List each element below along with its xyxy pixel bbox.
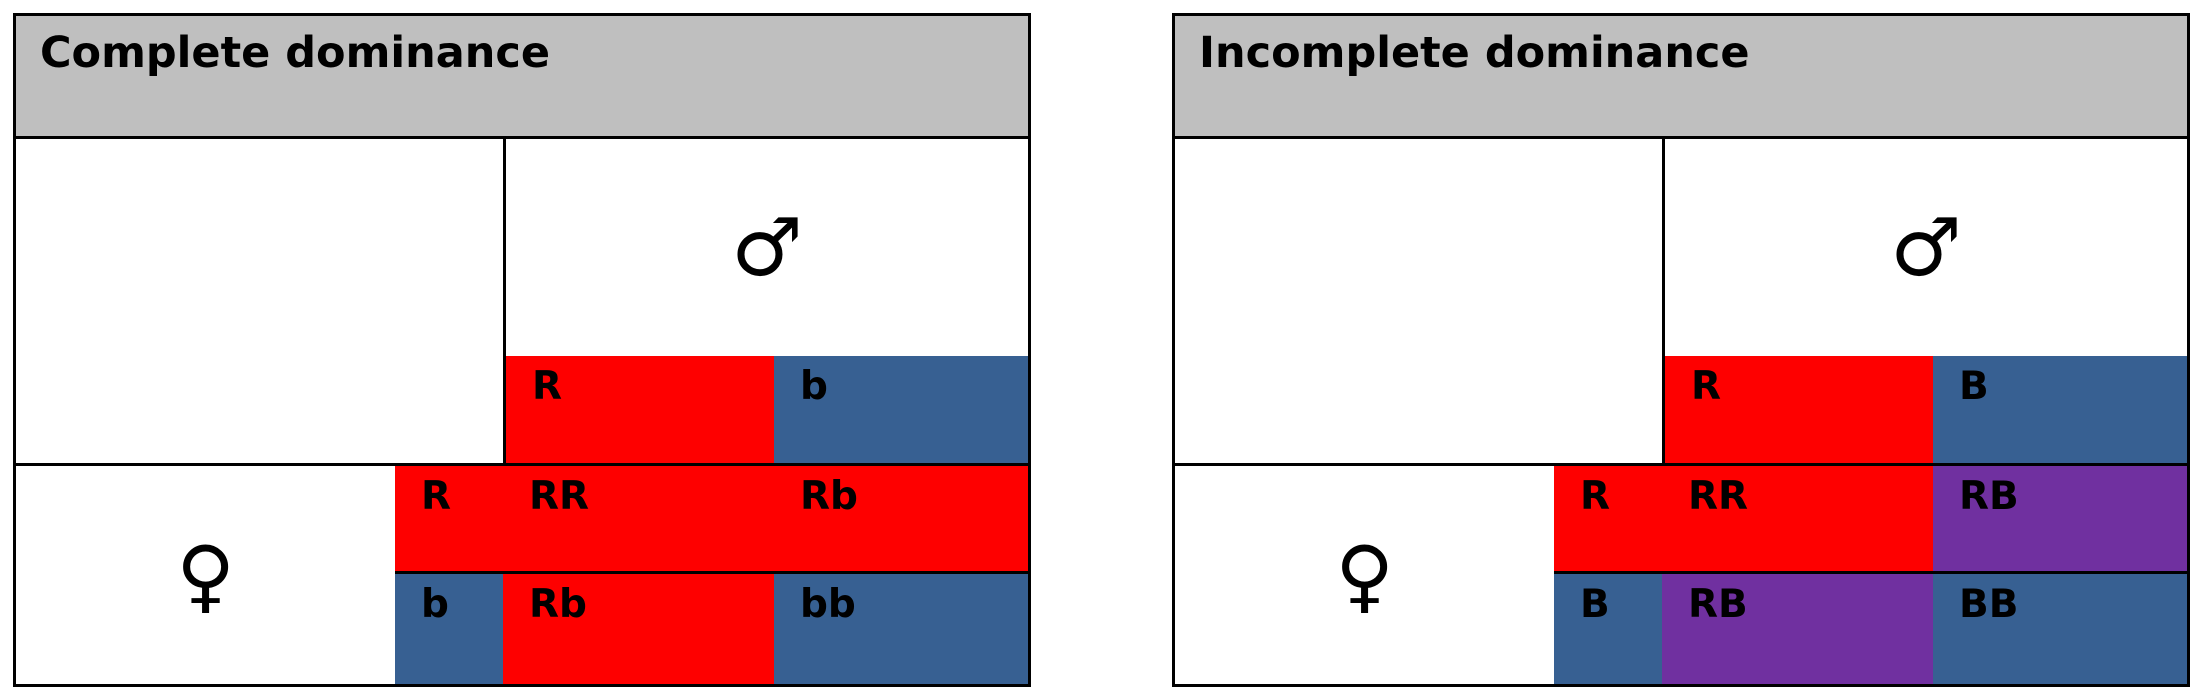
genotype-label: bb <box>800 582 856 627</box>
panel-title: Incomplete dominance <box>1199 28 1750 78</box>
female-allele-2: B <box>1554 571 1665 684</box>
punnett-square-incomplete-dominance: Incomplete dominance ♂ R B ♀ R B RR RB R… <box>1172 13 2190 687</box>
female-symbol: ♀ <box>1335 528 1394 622</box>
female-symbol-cell: ♀ <box>16 463 398 684</box>
allele-label: b <box>800 364 828 409</box>
genotype-label: RR <box>1688 474 1749 519</box>
male-allele-1: R <box>503 356 777 466</box>
offspring-cell: bb <box>774 571 1028 684</box>
offspring-cell: RB <box>1662 571 1936 684</box>
panel-title: Complete dominance <box>40 28 551 78</box>
empty-corner <box>1175 139 1663 466</box>
offspring-cell: BB <box>1933 571 2187 684</box>
allele-label: R <box>1580 474 1611 519</box>
genotype-label: BB <box>1959 582 2019 627</box>
offspring-cell: RR <box>1662 463 1936 574</box>
genotype-label: RB <box>1688 582 1748 627</box>
female-allele-1: R <box>395 463 506 574</box>
male-symbol: ♂ <box>731 201 803 294</box>
male-allele-2: B <box>1933 356 2187 466</box>
panel-header: Complete dominance <box>16 16 1028 139</box>
male-symbol: ♂ <box>1890 201 1962 294</box>
female-allele-1: R <box>1554 463 1665 574</box>
female-symbol-cell: ♀ <box>1175 463 1557 684</box>
male-symbol-cell: ♂ <box>503 139 1028 359</box>
punnett-square-complete-dominance: Complete dominance ♂ R b ♀ R b RR Rb Rb … <box>13 13 1031 687</box>
allele-label: b <box>421 582 449 627</box>
offspring-cell: Rb <box>503 571 777 684</box>
genotype-label: RR <box>529 474 590 519</box>
allele-label: B <box>1580 582 1610 627</box>
male-allele-2: b <box>774 356 1028 466</box>
offspring-cell: Rb <box>774 463 1028 574</box>
panel-header: Incomplete dominance <box>1175 16 2187 139</box>
allele-label: B <box>1959 364 1989 409</box>
female-allele-2: b <box>395 571 506 684</box>
allele-label: R <box>1691 364 1722 409</box>
male-symbol-cell: ♂ <box>1662 139 2187 359</box>
genotype-label: Rb <box>800 474 858 519</box>
female-symbol: ♀ <box>176 528 235 622</box>
allele-label: R <box>421 474 452 519</box>
empty-corner <box>16 139 504 466</box>
genotype-label: RB <box>1959 474 2019 519</box>
male-allele-1: R <box>1662 356 1936 466</box>
offspring-cell: RB <box>1933 463 2187 574</box>
allele-label: R <box>532 364 563 409</box>
offspring-cell: RR <box>503 463 777 574</box>
genotype-label: Rb <box>529 582 587 627</box>
